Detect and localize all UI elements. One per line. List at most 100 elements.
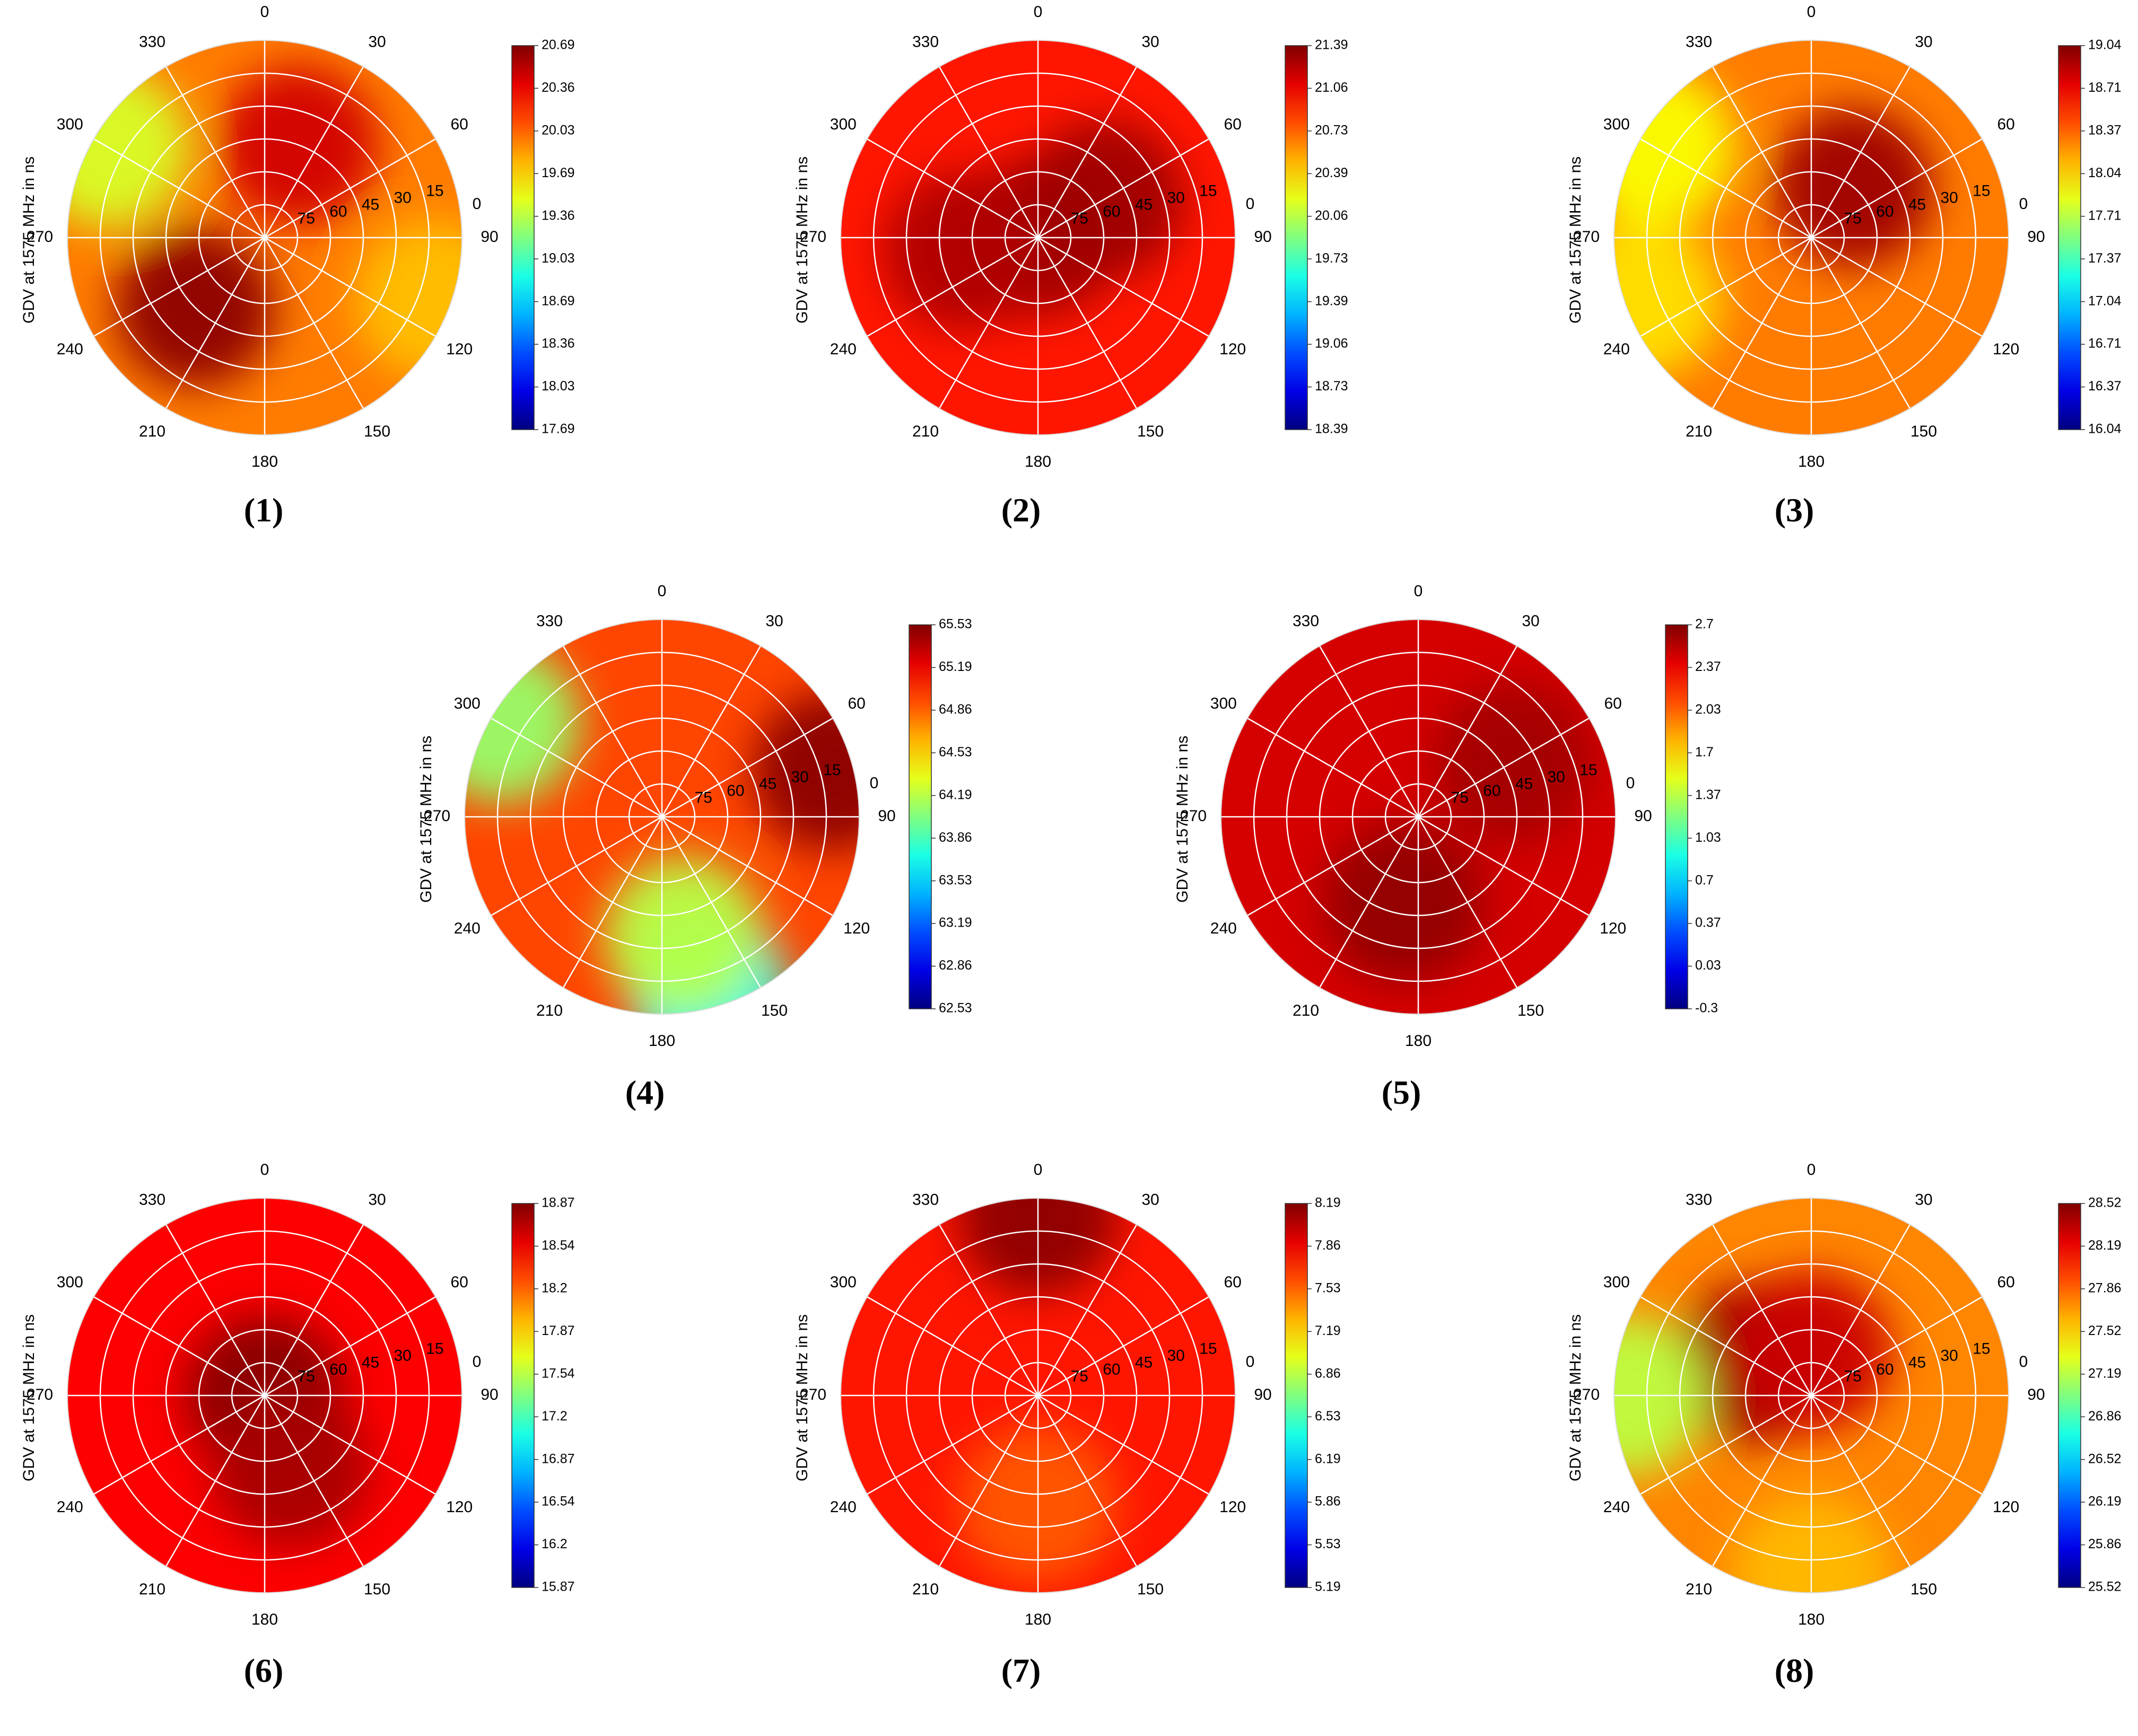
azimuth-spoke: [491, 717, 662, 818]
colorbar-tick-label: 18.71: [2088, 80, 2122, 95]
polar-plot-6: 0 30 60 90 120 150 180 210 240 270 300 330 0 15 30 45 60…: [27, 1161, 575, 1628]
azimuth-tick-label: 90: [1254, 1386, 1271, 1403]
azimuth-spoke: [264, 66, 364, 238]
azimuth-spoke: [93, 1296, 265, 1397]
elevation-tick-label: 45: [1908, 196, 1926, 214]
elevation-tick-label: 0: [2019, 195, 2028, 213]
azimuth-tick-label: 330: [912, 1191, 939, 1209]
azimuth-tick-label: 270: [27, 228, 53, 246]
azimuth-tick-label: 330: [139, 1191, 165, 1209]
azimuth-tick-label: 90: [1634, 807, 1652, 825]
colorbar-tick-label: 0.37: [1695, 915, 1721, 930]
azimuth-tick-label: 120: [1993, 1498, 2019, 1516]
azimuth-tick-label: 150: [761, 1002, 788, 1019]
azimuth-spoke: [562, 816, 663, 988]
azimuth-tick-label: 90: [2027, 228, 2045, 246]
colorbar-tick-label: 26.52: [2088, 1451, 2122, 1466]
colorbar-tick-label: 17.69: [542, 422, 575, 437]
elevation-tick-label: 60: [1876, 1360, 1893, 1378]
azimuth-tick-label: 330: [1686, 1191, 1712, 1209]
colorbar-tick-label: 16.54: [542, 1494, 575, 1509]
polar-panel-8: 0 30 60 90 120 150 180 210 240 270 300 330 0 15 30 45 60…: [1547, 1158, 2138, 1689]
polar-plot-1: 0 30 60 90 120 150 180 210 240 270 300 330 0 15 30 45 60…: [27, 3, 575, 470]
y-axis-label: GDV at 1575 MHz in ns: [1174, 735, 1191, 903]
azimuth-tick-label: 90: [481, 1386, 498, 1403]
azimuth-tick-label: 0: [658, 582, 667, 600]
colorbar: [2058, 45, 2081, 430]
azimuth-tick-label: 30: [368, 33, 386, 51]
elevation-tick-label: 60: [1103, 203, 1120, 220]
azimuth-tick-label: 240: [57, 1498, 83, 1516]
y-axis-label: GDV at 1575 MHz in ns: [1567, 1314, 1584, 1481]
elevation-tick-label: 0: [473, 1353, 482, 1371]
azimuth-spoke: [1810, 237, 1911, 409]
colorbar: [1285, 1203, 1308, 1588]
azimuth-spoke: [1418, 717, 1590, 818]
elevation-tick-label: 30: [1167, 1347, 1184, 1365]
azimuth-tick-label: 240: [1603, 1498, 1630, 1516]
colorbar-tick-label: 28.19: [2088, 1238, 2122, 1253]
azimuth-tick-label: 0: [1807, 1161, 1816, 1179]
azimuth-tick-label: 0: [1414, 582, 1423, 600]
azimuth-tick-label: 0: [260, 3, 269, 21]
colorbar: [1665, 624, 1688, 1009]
azimuth-tick-label: 60: [848, 695, 866, 712]
colorbar: [1285, 45, 1308, 430]
azimuth-tick-label: 240: [830, 341, 857, 358]
azimuth-tick-label: 90: [481, 228, 498, 246]
polar-plot-7: 0 30 60 90 120 150 180 210 240 270 300 330 0 15 30 45 60…: [800, 1161, 1341, 1628]
azimuth-spoke: [1319, 816, 1419, 988]
elevation-tick-label: 75: [1451, 789, 1469, 806]
elevation-tick-label: 60: [727, 782, 744, 799]
colorbar-tick-label: 63.19: [939, 915, 972, 930]
azimuth-spoke: [661, 717, 833, 818]
azimuth-tick-label: 120: [446, 341, 473, 358]
azimuth-spoke: [1037, 1224, 1138, 1396]
elevation-tick-label: 45: [1515, 775, 1533, 793]
colorbar: [909, 624, 932, 1009]
polar-rim: [1613, 40, 2009, 435]
colorbar-tick-label: 6.86: [1315, 1366, 1341, 1381]
elevation-tick-label: 45: [1135, 1354, 1153, 1372]
azimuth-tick-label: 180: [1798, 453, 1825, 470]
azimuth-tick-label: 150: [1517, 1002, 1544, 1019]
colorbar-tick-label: 8.19: [1315, 1196, 1341, 1210]
colorbar-tick-label: 17.87: [542, 1323, 575, 1338]
y-axis-label: GDV at 1575 MHz in ns: [417, 735, 435, 903]
azimuth-spoke: [93, 1394, 265, 1495]
azimuth-tick-label: 120: [446, 1498, 473, 1516]
azimuth-tick-label: 270: [27, 1386, 53, 1403]
azimuth-spoke: [867, 237, 1039, 337]
azimuth-tick-label: 30: [1522, 613, 1539, 630]
azimuth-spoke: [264, 237, 436, 337]
azimuth-tick-label: 90: [1254, 228, 1271, 246]
elevation-tick-label: 60: [1103, 1360, 1120, 1378]
y-axis-label: GDV at 1575 MHz in ns: [20, 156, 38, 324]
azimuth-spoke: [661, 816, 833, 917]
azimuth-spoke: [1037, 237, 1209, 337]
colorbar-tick-label: 5.53: [1315, 1537, 1341, 1551]
colorbar-tick-label: 6.53: [1315, 1409, 1341, 1424]
colorbar-tick-label: 18.37: [2088, 123, 2122, 137]
azimuth-tick-label: 270: [1180, 807, 1207, 825]
colorbar-tick-label: 26.19: [2088, 1494, 2122, 1509]
colorbar-tick-label: 21.39: [1315, 38, 1348, 53]
elevation-tick-label: 15: [1199, 182, 1217, 200]
elevation-tick-label: 45: [362, 1354, 379, 1372]
colorbar-tick-label: 19.03: [542, 251, 575, 266]
azimuth-spoke: [1810, 66, 1911, 238]
colorbar-tick-label: 5.86: [1315, 1494, 1341, 1509]
elevation-tick-label: 60: [329, 203, 347, 220]
colorbar-tick-label: 19.36: [542, 208, 575, 223]
azimuth-tick-label: 120: [1600, 920, 1626, 937]
colorbar-tick-label: -0.3: [1695, 1001, 1718, 1016]
colorbar-tick-label: 19.69: [542, 165, 575, 180]
colorbar-tick-label: 20.69: [542, 38, 575, 53]
azimuth-tick-label: 30: [1141, 33, 1159, 51]
colorbar-tick-label: 18.03: [542, 379, 575, 394]
azimuth-spoke: [1640, 138, 1812, 239]
azimuth-spoke: [264, 237, 364, 409]
polar-panel-1: 0 30 60 90 120 150 180 210 240 270 300 330 0 15 30 45 60…: [0, 0, 626, 530]
azimuth-tick-label: 60: [451, 1273, 468, 1291]
heat-region: [752, 692, 859, 851]
